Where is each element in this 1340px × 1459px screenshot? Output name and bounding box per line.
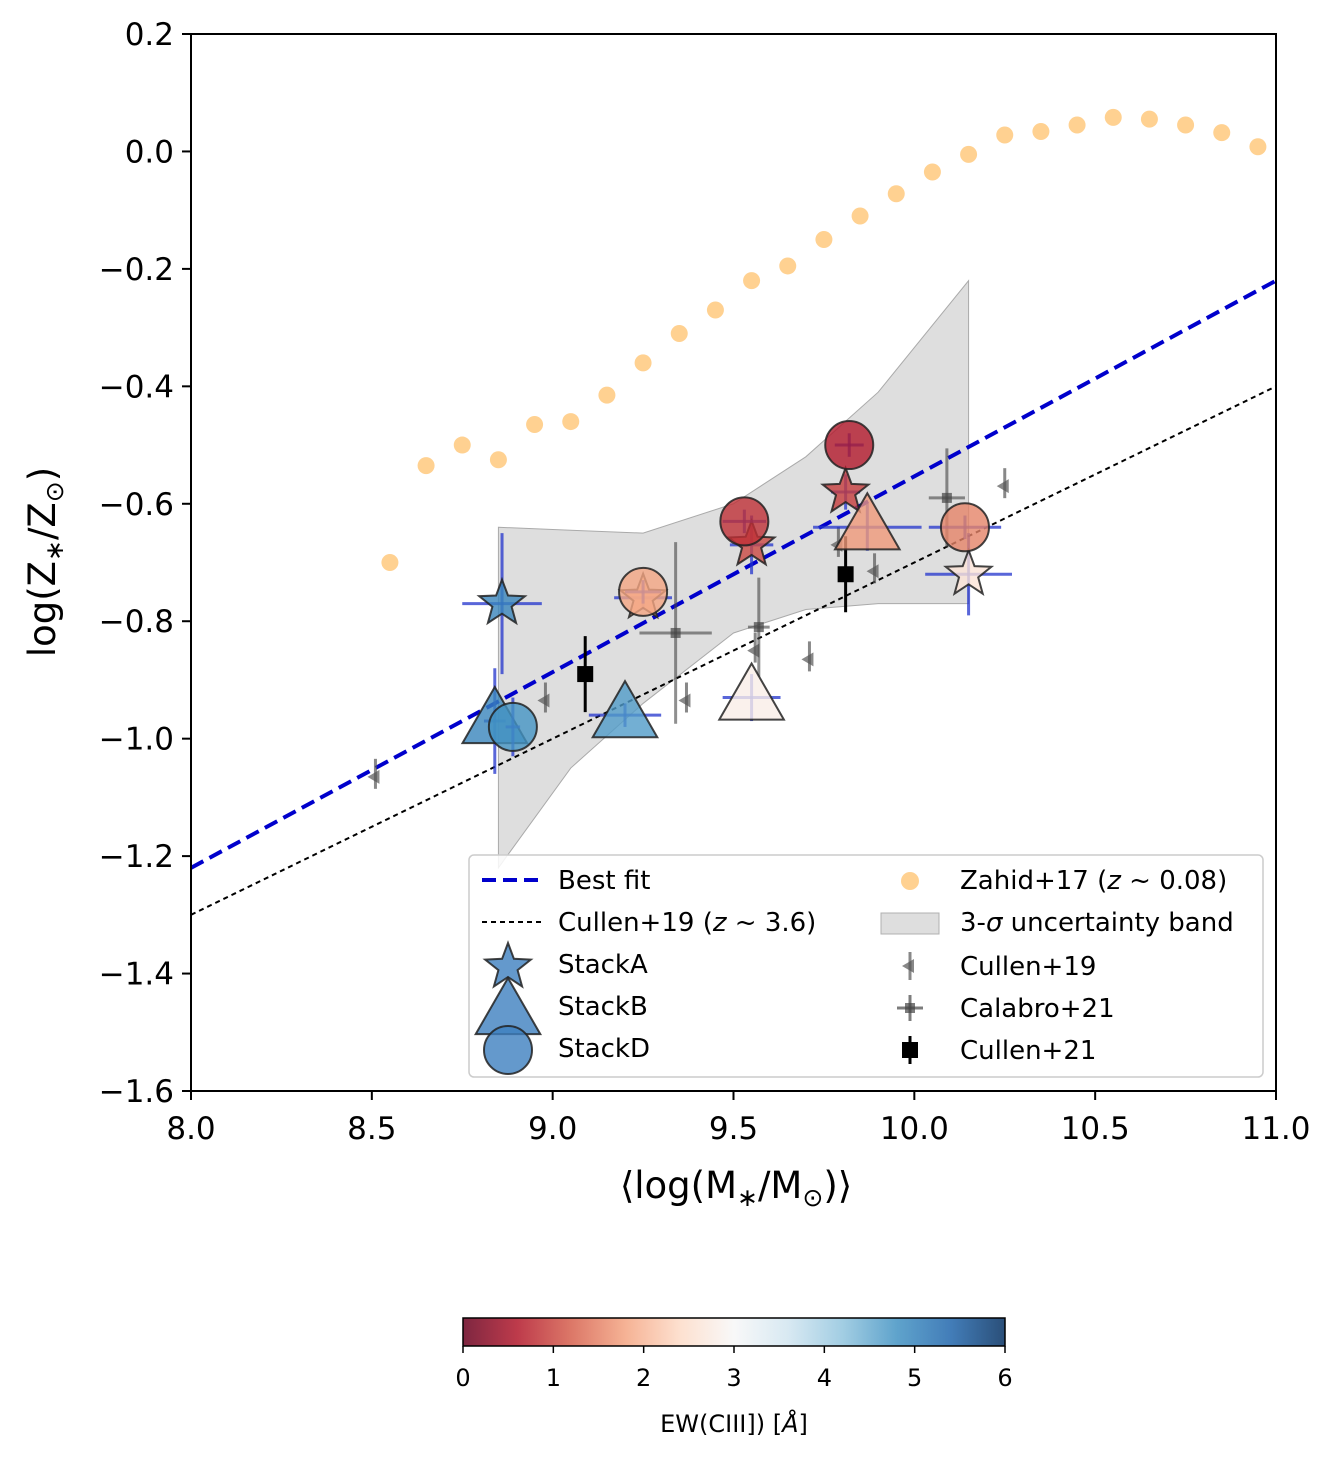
y-axis-title: log(Z∗/Z⊙) [21, 467, 69, 657]
zahid17-point [815, 231, 833, 249]
cullen19-point [678, 682, 691, 713]
stackb-point [588, 679, 662, 739]
legend-zahid-marker [901, 872, 919, 890]
cullen19-relation-line [190, 385, 1277, 916]
y-tick-label: 0.2 [125, 17, 174, 53]
x-tick-label: 9.5 [709, 1111, 758, 1147]
stackd-point [928, 502, 1002, 553]
y-tick-label: −0.4 [99, 369, 174, 405]
cullen19-point [866, 553, 879, 584]
y-tick-label: −1.2 [99, 839, 174, 875]
x-tick-label: 11.0 [1241, 1111, 1310, 1147]
stackb-point [813, 491, 922, 551]
colorbar-gradient [462, 1317, 1006, 1347]
zahid17-point [1068, 116, 1086, 134]
legend-calabro21-label: Calabro+21 [960, 994, 1115, 1024]
colorbar: 0 1 2 3 4 5 6 EW(CIII]) [Å] [455, 1317, 1013, 1438]
zahid17-point [1213, 124, 1231, 142]
stackd-point [824, 420, 875, 471]
legend-zahid-label: Zahid+17 (z ~ 0.08) [960, 866, 1227, 896]
y-tick-label: 0.0 [125, 134, 174, 170]
stackd-point [487, 697, 538, 757]
legend-cullen21-label: Cullen+21 [960, 1036, 1096, 1066]
stackd-point [719, 496, 770, 547]
x-tick-label: 8.5 [347, 1111, 396, 1147]
legend-stackD-label: StackD [558, 1034, 650, 1064]
cullen19-point [996, 468, 1009, 499]
stackb-point [717, 661, 786, 722]
legend-stackD-marker [483, 1025, 533, 1075]
zahid17-point [598, 386, 616, 404]
zahid17-point [851, 207, 869, 225]
cullen19-point [747, 632, 760, 663]
colorbar-tick-label: 0 [455, 1364, 470, 1392]
zahid17-point [706, 301, 724, 319]
best-fit-line [190, 278, 1277, 870]
legend-cullen19-label: Cullen+19 (z ~ 3.6) [558, 908, 816, 938]
zahid17-point [562, 413, 580, 431]
zahid17-point [1140, 110, 1158, 128]
zahid17-point [743, 272, 761, 290]
cullen19-point [367, 758, 380, 789]
legend-stackB-label: StackB [558, 992, 648, 1022]
colorbar-tick-label: 4 [817, 1364, 832, 1392]
x-tick-label: 10.0 [880, 1111, 949, 1147]
zahid17-point [779, 257, 797, 275]
legend-band-patch [880, 912, 940, 935]
legend-cullen21-marker [902, 1036, 918, 1064]
zahid17-point [634, 354, 652, 372]
stacka-point [462, 533, 542, 675]
zahid17-point [417, 457, 435, 475]
zahid17-point [489, 451, 507, 469]
zahid17-point [1032, 122, 1050, 140]
cullen19-point [801, 641, 814, 672]
y-tick-label: −0.6 [99, 487, 174, 523]
x-tick-label: 9.0 [528, 1111, 577, 1147]
legend-best-fit-label: Best fit [558, 866, 650, 896]
legend-band-label: 3-σ uncertainty band [960, 908, 1234, 938]
colorbar-tick-label: 2 [636, 1364, 651, 1392]
calabro21-point [747, 577, 770, 677]
legend-cullen19-points-label: Cullen+19 [960, 952, 1096, 982]
zahid17-point [1104, 108, 1122, 126]
legend-calabro21-marker [897, 995, 923, 1021]
cullen19-point [537, 682, 550, 713]
colorbar-tick-label: 6 [997, 1364, 1012, 1392]
cullen21-point [577, 636, 594, 713]
colorbar-tick-label: 3 [726, 1364, 741, 1392]
y-tick-label: −1.0 [99, 722, 174, 758]
colorbar-tick-label: 1 [546, 1364, 561, 1392]
zahid17-point [887, 185, 905, 203]
y-tick-label: −0.8 [99, 604, 174, 640]
x-axis-title: ⟨log(M∗/M⊙)⟩ [620, 1164, 852, 1212]
zahid17-point [960, 145, 978, 163]
y-tick-label: −1.4 [99, 957, 174, 993]
zahid17-point [670, 324, 688, 342]
zahid17-point [1177, 116, 1195, 134]
legend: Best fit Cullen+19 (z ~ 3.6) StackA Stac… [468, 854, 1264, 1078]
legend-cullen19-points-marker [902, 952, 914, 980]
y-tick-label: −1.6 [99, 1074, 174, 1110]
colorbar-label: EW(CIII]) [Å] [660, 1409, 808, 1438]
zahid17-point [381, 554, 399, 571]
zahid17-point [923, 163, 941, 181]
legend-stackA-label: StackA [558, 950, 648, 980]
calabro21-point [639, 542, 712, 724]
zahid17-point [996, 126, 1014, 144]
colorbar-tick-label: 5 [907, 1364, 922, 1392]
stackd-point [618, 566, 669, 617]
zahid17-point [453, 436, 471, 454]
x-tick-label: 8.0 [166, 1111, 215, 1147]
zahid17-point [526, 416, 544, 434]
legend-box [468, 854, 1264, 1078]
stacka-point [820, 465, 872, 514]
zahid17-point [1249, 138, 1267, 156]
x-tick-label: 10.5 [1061, 1111, 1130, 1147]
y-tick-label: −0.2 [99, 252, 174, 288]
